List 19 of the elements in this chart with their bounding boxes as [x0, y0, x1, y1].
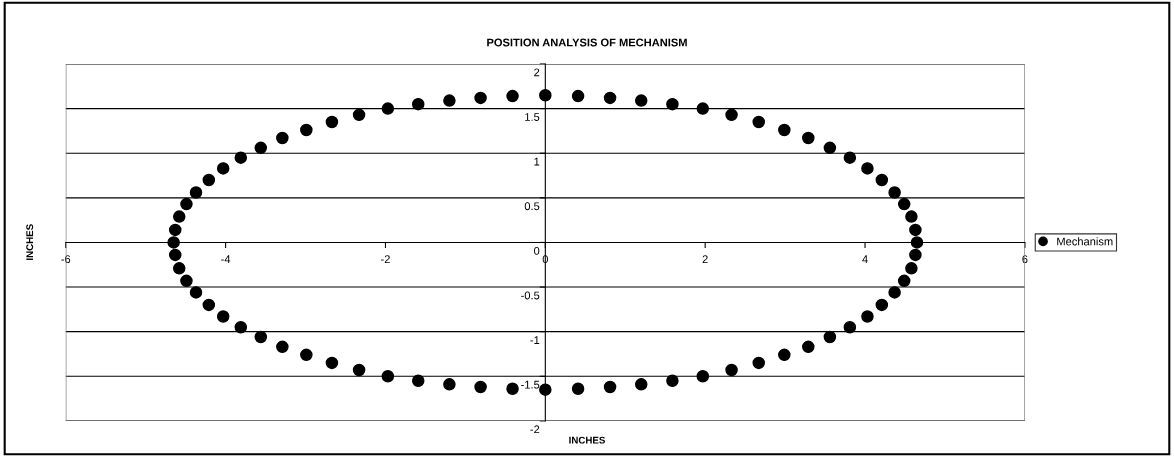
y-tick-label: -2 [530, 425, 540, 434]
x-tick-label: 6 [1022, 255, 1028, 264]
y-tick-label: -1 [530, 336, 540, 344]
x-tick-label: 2 [702, 255, 708, 263]
y-axis-title: INCHES [26, 224, 34, 260]
x-tick-label: -2 [381, 255, 390, 263]
legend-label: Mechanism [1057, 237, 1113, 246]
y-tick-label: -1.5 [521, 380, 540, 389]
y-tick-label: 1 [534, 157, 540, 166]
x-tick-label: 4 [862, 255, 868, 263]
y-tick-label: 1.5 [525, 113, 540, 121]
y-tick-label: 0.5 [524, 202, 540, 211]
x-tick-label: -4 [221, 255, 231, 263]
x-tick-label: -6 [61, 255, 71, 264]
y-tick-label: 0 [534, 246, 540, 255]
y-tick-label: -0.5 [521, 291, 540, 300]
x-axis-title: INCHES [569, 436, 605, 444]
chart-title: POSITION ANALYSIS OF MECHANISM [487, 38, 687, 47]
y-tick-label: 2 [534, 68, 540, 77]
